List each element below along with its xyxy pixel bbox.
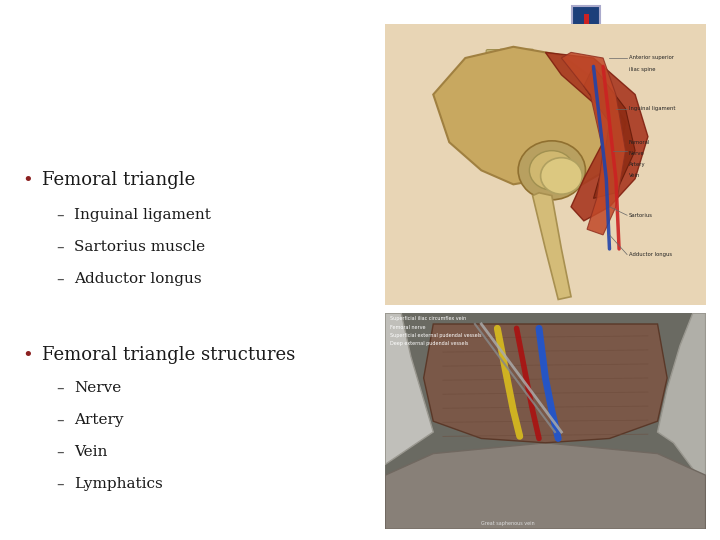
Text: Join the future of health.: Join the future of health. [608, 46, 702, 56]
Text: –: – [56, 207, 64, 222]
Polygon shape [546, 52, 648, 221]
Text: Femoral triangle structures: Femoral triangle structures [42, 346, 295, 364]
FancyBboxPatch shape [500, 117, 534, 125]
Text: –: – [56, 381, 64, 395]
FancyBboxPatch shape [572, 6, 600, 54]
Text: Adductor longus: Adductor longus [629, 252, 672, 257]
Polygon shape [533, 193, 571, 300]
Text: –: – [56, 272, 64, 287]
Text: Artery: Artery [629, 162, 645, 167]
FancyBboxPatch shape [500, 94, 534, 102]
FancyBboxPatch shape [486, 94, 515, 111]
Text: Superficial iliac circumflex vein: Superficial iliac circumflex vein [390, 316, 466, 321]
Text: CFA endarterectomy: Anatomy: CFA endarterectomy: Anatomy [16, 18, 449, 45]
Text: Anterior superior: Anterior superior [629, 56, 674, 60]
Text: Adductor longus: Adductor longus [74, 272, 202, 286]
Text: –: – [56, 476, 64, 491]
Text: –: – [56, 444, 64, 460]
Text: Nerve: Nerve [629, 151, 644, 156]
Polygon shape [657, 313, 706, 486]
FancyBboxPatch shape [486, 72, 515, 89]
FancyBboxPatch shape [500, 49, 534, 57]
Polygon shape [385, 313, 433, 464]
Text: Vein: Vein [629, 173, 640, 178]
Polygon shape [562, 52, 626, 235]
Text: Deep external pudendal vessels: Deep external pudendal vessels [390, 341, 469, 346]
Bar [584, 14, 588, 46]
Text: Sartorius: Sartorius [629, 213, 653, 218]
Polygon shape [385, 443, 706, 529]
Text: Femoral: Femoral [629, 140, 650, 145]
Text: •: • [22, 346, 33, 364]
Text: Femoral nerve: Femoral nerve [390, 325, 426, 329]
FancyBboxPatch shape [486, 117, 515, 134]
Circle shape [529, 151, 575, 190]
Text: Superficial external pudendal vessels: Superficial external pudendal vessels [390, 333, 482, 338]
Circle shape [518, 141, 585, 200]
Text: iliac spine: iliac spine [629, 67, 655, 72]
Circle shape [541, 158, 582, 194]
FancyBboxPatch shape [500, 71, 534, 79]
Polygon shape [433, 47, 626, 187]
Text: Inguinal ligament: Inguinal ligament [629, 106, 675, 111]
Polygon shape [584, 66, 635, 198]
Text: Great saphenous vein: Great saphenous vein [482, 521, 535, 526]
Text: –: – [56, 413, 64, 428]
FancyBboxPatch shape [486, 50, 515, 66]
Text: INOVA: INOVA [608, 14, 701, 40]
Text: Artery: Artery [74, 413, 124, 427]
Text: Nerve: Nerve [74, 381, 121, 395]
Polygon shape [423, 324, 667, 443]
Text: Lymphatics: Lymphatics [74, 477, 163, 491]
Text: Inguinal ligament: Inguinal ligament [74, 208, 211, 222]
Text: Vein: Vein [74, 445, 107, 459]
Text: Femoral triangle: Femoral triangle [42, 171, 195, 189]
Text: Sartorius muscle: Sartorius muscle [74, 240, 205, 254]
Text: –: – [56, 240, 64, 254]
Text: •: • [22, 171, 33, 189]
